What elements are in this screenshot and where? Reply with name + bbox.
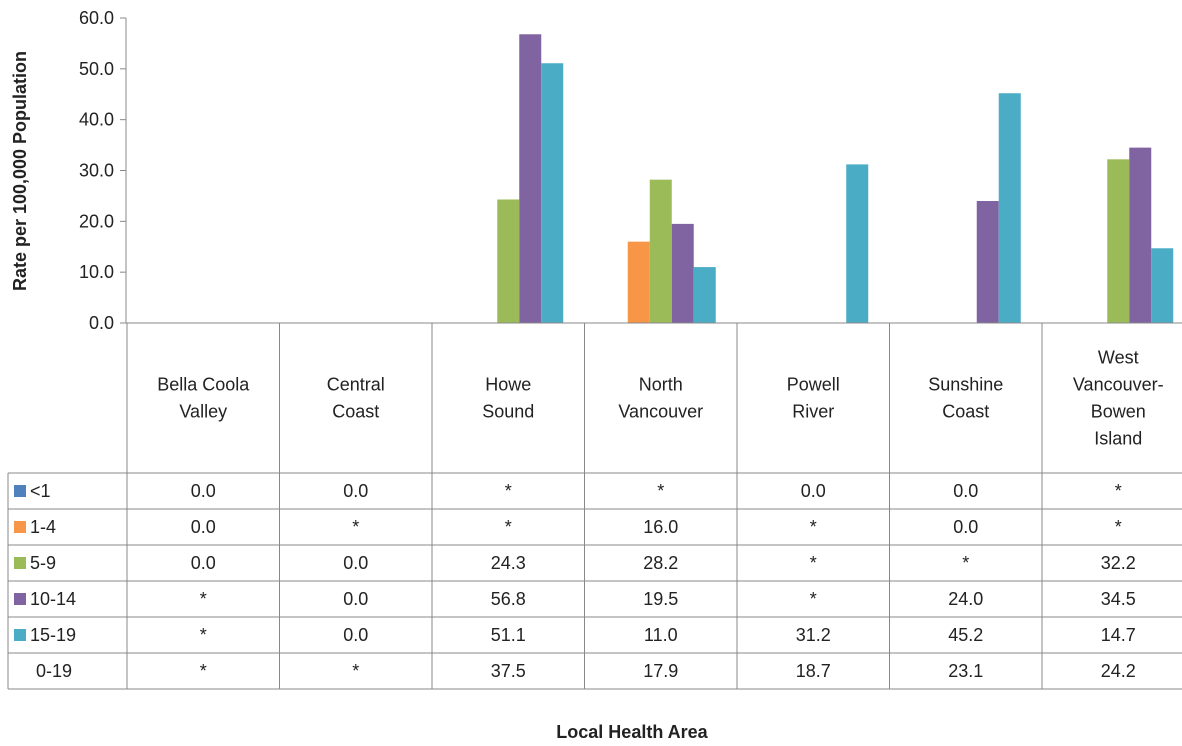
table-cell: 0.0 <box>191 517 216 537</box>
category-label: Coast <box>332 402 379 422</box>
legend-swatch-15-19 <box>14 629 26 641</box>
table-cell: 0.0 <box>953 481 978 501</box>
table-cell: 0.0 <box>343 481 368 501</box>
bar-15-19-6 <box>1151 248 1174 323</box>
y-tick-label: 30.0 <box>79 161 114 181</box>
table-cell: 0.0 <box>343 589 368 609</box>
legend-label: <1 <box>30 481 51 501</box>
category-label: Howe <box>485 375 531 395</box>
y-tick-label: 50.0 <box>79 59 114 79</box>
category-label: Vancouver <box>618 402 703 422</box>
table-cell: 34.5 <box>1101 589 1136 609</box>
table-cell: 45.2 <box>948 625 983 645</box>
y-axis: 0.0 10.0 20.0 30.0 40.0 50.0 60.0 <box>79 8 127 333</box>
legend-swatch-10-14 <box>14 593 26 605</box>
table-cell: 0.0 <box>343 553 368 573</box>
table-cell: 56.8 <box>491 589 526 609</box>
legend-label: 15-19 <box>30 625 76 645</box>
category-label: Bella Coola <box>157 375 250 395</box>
table-cell: * <box>810 553 817 573</box>
table-cell: * <box>962 553 969 573</box>
bar-5-9-2 <box>497 199 520 323</box>
table-cell: 14.7 <box>1101 625 1136 645</box>
category-label: Island <box>1094 429 1142 449</box>
category-label: Bowen <box>1091 402 1146 422</box>
table-cell: 24.0 <box>948 589 983 609</box>
y-tick-label: 20.0 <box>79 211 114 231</box>
table-cell: * <box>810 589 817 609</box>
category-label: West <box>1098 348 1139 368</box>
table-cell: * <box>200 625 207 645</box>
data-table: Bella Coola Valley Central Coast Howe Sound No… <box>7 322 1182 690</box>
table-cell: 0.0 <box>191 481 216 501</box>
bar-10-14-6 <box>1129 147 1152 323</box>
legend-swatch-5-9 <box>14 557 26 569</box>
y-axis-title: Rate per 100,000 Population <box>10 51 30 291</box>
table-cell: * <box>810 517 817 537</box>
table-cell: 51.1 <box>491 625 526 645</box>
table-cell: * <box>505 517 512 537</box>
legend-label: 10-14 <box>30 589 76 609</box>
y-tick-label: 60.0 <box>79 8 114 28</box>
table-cell: 18.7 <box>796 661 831 681</box>
category-label: Central <box>327 375 385 395</box>
bar-15-19-4 <box>846 164 869 323</box>
table-cell: 24.3 <box>491 553 526 573</box>
y-tick-label: 40.0 <box>79 110 114 130</box>
category-label: Coast <box>942 402 989 422</box>
category-label: Powell <box>787 375 840 395</box>
bar-10-14-5 <box>976 201 999 323</box>
table-cell: 0.0 <box>343 625 368 645</box>
bar-10-14-2 <box>519 34 542 324</box>
table-cell: * <box>1115 517 1122 537</box>
category-label: Sound <box>482 402 534 422</box>
legend-swatch-1-4 <box>14 521 26 533</box>
bar-5-9-6 <box>1107 159 1130 323</box>
table-cell: 24.2 <box>1101 661 1136 681</box>
bar-10-14-3 <box>671 223 694 323</box>
bar-15-19-3 <box>693 267 716 323</box>
category-label: River <box>792 402 834 422</box>
legend-swatch-<1 <box>14 485 26 497</box>
table-cell: * <box>657 481 664 501</box>
table-cell: 19.5 <box>643 589 678 609</box>
legend-label: 1-4 <box>30 517 56 537</box>
table-cell: * <box>200 589 207 609</box>
bar-15-19-5 <box>998 93 1021 323</box>
table-cell: 17.9 <box>643 661 678 681</box>
bar-15-19-2 <box>541 63 564 323</box>
table-cell: 23.1 <box>948 661 983 681</box>
category-label: North <box>639 375 683 395</box>
y-tick-label: 10.0 <box>79 262 114 282</box>
table-cell: * <box>352 517 359 537</box>
x-axis-title: Local Health Area <box>556 722 708 742</box>
table-cell: 37.5 <box>491 661 526 681</box>
bar-5-9-3 <box>649 179 672 323</box>
bars <box>497 34 1174 324</box>
table-cell: * <box>505 481 512 501</box>
category-label: Vancouver- <box>1073 375 1164 395</box>
table-cell: 16.0 <box>643 517 678 537</box>
table-cell: * <box>1115 481 1122 501</box>
category-label: Sunshine <box>928 375 1003 395</box>
table-cell: * <box>200 661 207 681</box>
table-cell: 11.0 <box>644 625 678 645</box>
table-cell: * <box>352 661 359 681</box>
table-cell: 28.2 <box>643 553 678 573</box>
table-cell: 0.0 <box>191 553 216 573</box>
category-label: Valley <box>179 402 227 422</box>
table-cell: 0.0 <box>953 517 978 537</box>
legend-label: 5-9 <box>30 553 56 573</box>
table-cell: 31.2 <box>796 625 831 645</box>
table-cell: 32.2 <box>1101 553 1136 573</box>
y-tick-label: 0.0 <box>89 313 114 333</box>
table-cell: 0.0 <box>801 481 826 501</box>
legend-label: 0-19 <box>36 661 72 681</box>
bar-1-4-3 <box>627 241 650 323</box>
